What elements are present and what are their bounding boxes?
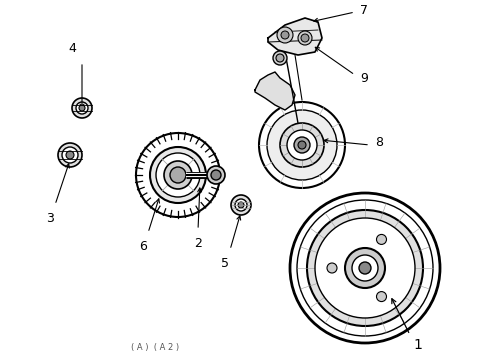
Text: 7: 7: [360, 4, 368, 17]
Circle shape: [150, 147, 206, 203]
Circle shape: [298, 31, 312, 45]
Circle shape: [72, 98, 92, 118]
Circle shape: [238, 202, 244, 208]
Text: 8: 8: [375, 136, 383, 149]
Circle shape: [207, 166, 225, 184]
Circle shape: [170, 167, 186, 183]
Circle shape: [281, 31, 289, 39]
Circle shape: [231, 195, 251, 215]
Polygon shape: [268, 18, 322, 55]
Circle shape: [294, 137, 310, 153]
Circle shape: [267, 110, 337, 180]
Circle shape: [211, 170, 221, 180]
Circle shape: [359, 262, 371, 274]
Circle shape: [164, 161, 192, 189]
Circle shape: [280, 123, 324, 167]
Circle shape: [62, 147, 78, 163]
Circle shape: [301, 34, 309, 42]
Text: 6: 6: [139, 240, 147, 253]
Circle shape: [273, 51, 287, 65]
Text: 5: 5: [221, 257, 229, 270]
Circle shape: [307, 210, 423, 326]
Circle shape: [276, 54, 284, 62]
Text: 9: 9: [360, 72, 368, 85]
Circle shape: [156, 153, 200, 197]
Text: 1: 1: [413, 338, 422, 352]
Circle shape: [58, 143, 82, 167]
Circle shape: [290, 193, 440, 343]
Text: 4: 4: [68, 42, 76, 55]
Polygon shape: [255, 72, 295, 110]
Text: ( A )  ( A 2 ): ( A ) ( A 2 ): [131, 343, 179, 352]
Circle shape: [287, 130, 317, 160]
Circle shape: [136, 133, 220, 217]
Circle shape: [259, 102, 345, 188]
Circle shape: [345, 248, 385, 288]
Circle shape: [298, 141, 306, 149]
Circle shape: [66, 151, 74, 159]
Circle shape: [352, 255, 378, 281]
Circle shape: [79, 105, 85, 111]
Circle shape: [376, 292, 387, 302]
Circle shape: [376, 234, 387, 244]
Text: 2: 2: [194, 237, 202, 250]
Circle shape: [327, 263, 337, 273]
Circle shape: [277, 27, 293, 43]
Circle shape: [76, 102, 88, 114]
Circle shape: [235, 199, 247, 211]
Text: 3: 3: [46, 212, 54, 225]
Circle shape: [315, 218, 415, 318]
